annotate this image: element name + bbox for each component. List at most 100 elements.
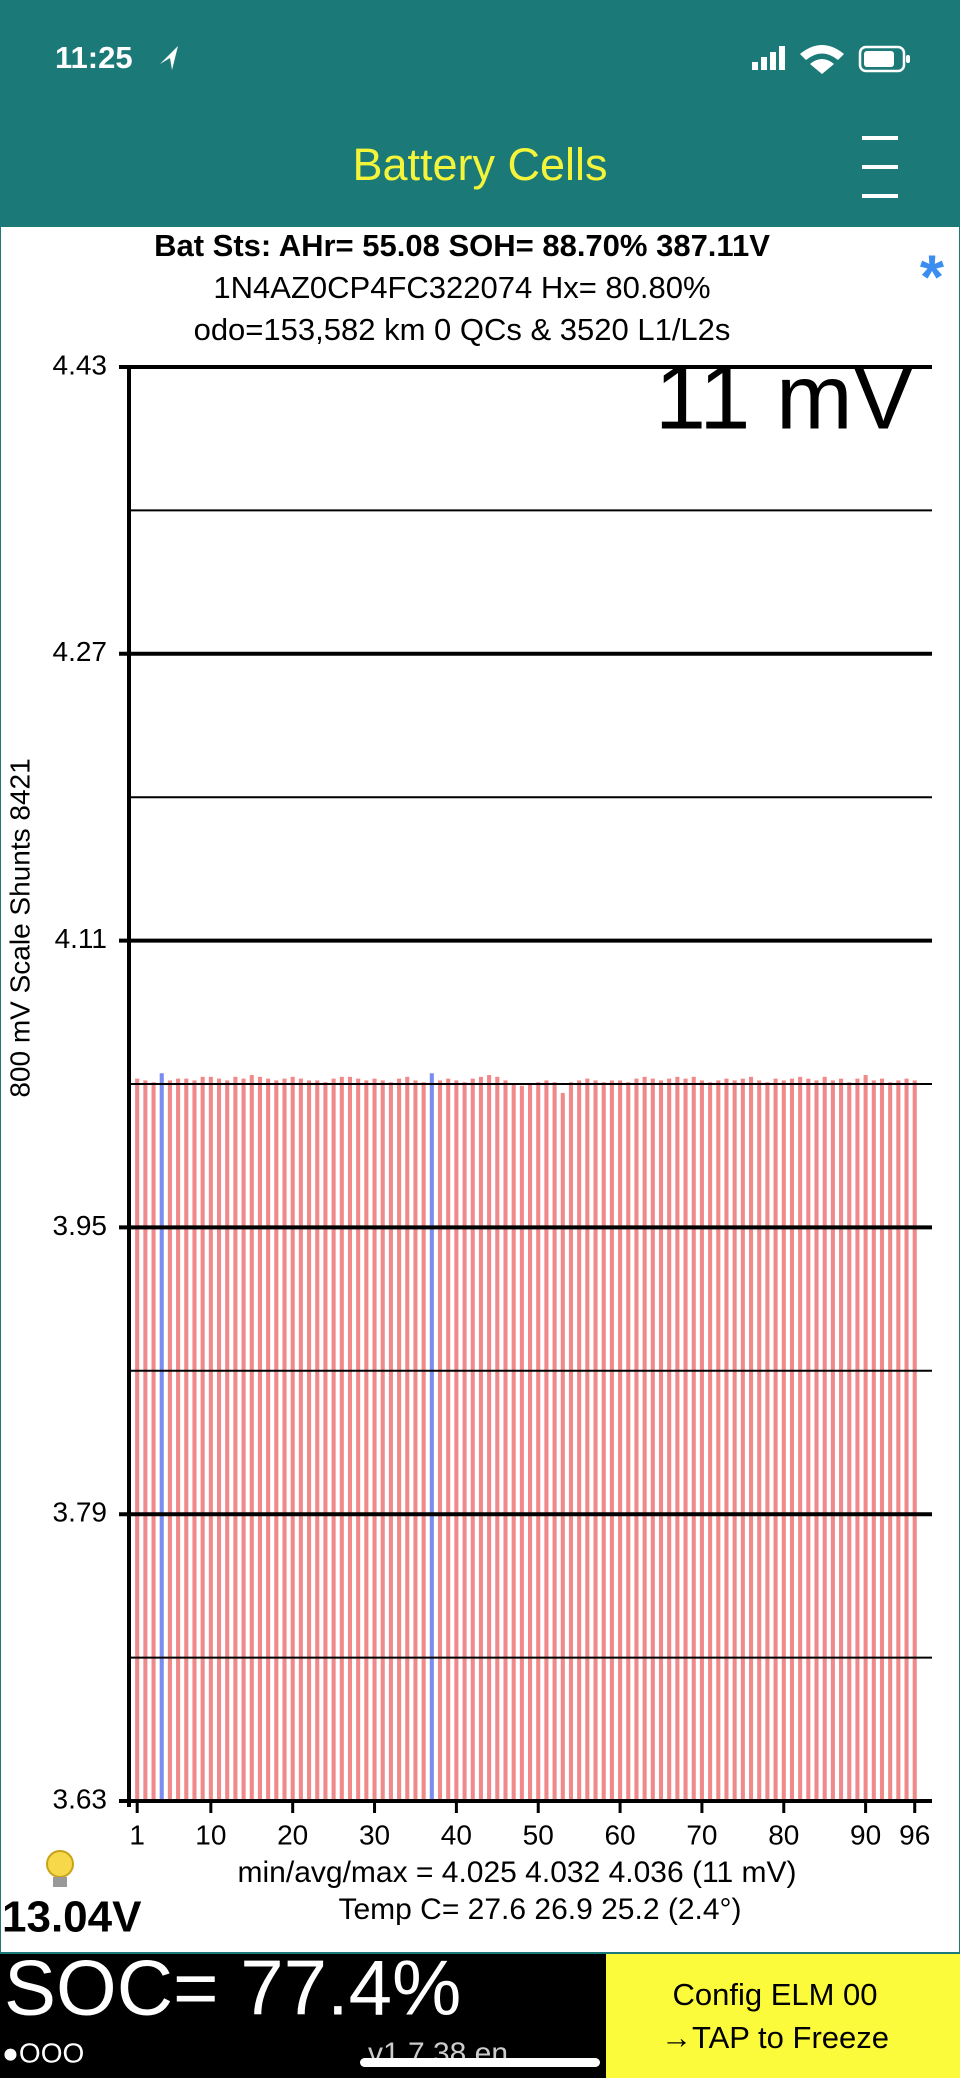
- freeze-button[interactable]: [606, 1954, 960, 2078]
- cell-bar: [675, 1076, 680, 1801]
- x-tick-label: 60: [604, 1819, 635, 1850]
- cell-bar: [323, 1082, 328, 1801]
- cell-bar: [192, 1080, 197, 1801]
- info-line: 1N4AZ0CP4FC322074 Hx= 80.80%: [213, 270, 710, 305]
- cell-bar: [143, 1080, 148, 1801]
- cell-bar: [839, 1078, 844, 1801]
- cell-bar: [429, 1073, 434, 1801]
- cell-bar: [847, 1082, 852, 1801]
- cell-bar: [888, 1082, 893, 1801]
- cell-bar: [716, 1080, 721, 1801]
- cell-bar: [896, 1080, 901, 1801]
- scale-label: 11 mV: [655, 346, 914, 448]
- cell-bar: [478, 1076, 483, 1801]
- cell-bar: [879, 1078, 885, 1801]
- cell-bar: [249, 1075, 254, 1801]
- connection-marker[interactable]: *: [920, 243, 945, 312]
- cell-bar: [339, 1076, 344, 1801]
- status-time: 11:25: [55, 40, 133, 75]
- wifi-icon: [800, 45, 844, 74]
- cell-bar: [364, 1080, 369, 1801]
- cell-bar: [487, 1075, 492, 1801]
- cell-bar: [757, 1080, 762, 1801]
- cell-bar: [167, 1080, 172, 1801]
- cell-bar: [568, 1082, 574, 1801]
- cell-bar: [184, 1078, 189, 1801]
- cell-bar: [708, 1082, 713, 1801]
- cell-bar: [135, 1078, 140, 1801]
- cell-bar: [388, 1082, 393, 1801]
- cell-bar: [544, 1080, 549, 1801]
- app-bar: [0, 0, 960, 226]
- y-tick-label: 4.11: [55, 923, 107, 954]
- cell-bar: [266, 1078, 271, 1801]
- cell-bar: [634, 1078, 639, 1801]
- cell-bar: [724, 1078, 729, 1801]
- cell-bar: [798, 1076, 803, 1801]
- cell-bar: [397, 1078, 402, 1801]
- cell-bar: [347, 1076, 353, 1801]
- cell-bar: [904, 1078, 909, 1801]
- cell-bar: [609, 1080, 614, 1801]
- cell-bar: [151, 1082, 156, 1801]
- x-tick-label: 10: [195, 1819, 226, 1850]
- y-tick-label: 3.95: [53, 1210, 108, 1241]
- cell-bar: [208, 1076, 213, 1801]
- cell-bar: [413, 1080, 418, 1801]
- bulb-icon[interactable]: [46, 1850, 74, 1887]
- cell-bar: [814, 1080, 819, 1801]
- y-tick-label: 4.27: [53, 636, 108, 667]
- y-tick-label: 3.79: [53, 1497, 108, 1528]
- signal-icon: [752, 46, 785, 70]
- cell-bar: [437, 1080, 443, 1801]
- x-tick-label: 20: [277, 1819, 308, 1850]
- x-tick-label: 70: [686, 1819, 717, 1850]
- cell-bar: [732, 1080, 737, 1801]
- cell-bar: [699, 1080, 704, 1801]
- x-tick-label: 90: [850, 1819, 881, 1850]
- cell-bar: [658, 1080, 664, 1801]
- aux-voltage: 13.04V: [2, 1893, 142, 1942]
- cell-bar: [626, 1082, 631, 1801]
- menu-button[interactable]: [862, 136, 898, 198]
- cell-bar: [781, 1080, 786, 1801]
- cell-bar: [560, 1092, 565, 1801]
- cell-bar: [454, 1080, 459, 1801]
- config-label[interactable]: Config ELM 00: [672, 1977, 877, 2012]
- cell-bar: [577, 1080, 582, 1801]
- cell-bar: [618, 1080, 623, 1801]
- info-line: Bat Sts: AHr= 55.08 SOH= 88.70% 387.11V: [154, 228, 770, 263]
- cell-bar: [667, 1078, 672, 1801]
- soc-panel: [0, 1954, 606, 2078]
- cell-bar: [601, 1082, 606, 1801]
- cell-bar: [593, 1080, 598, 1801]
- tap-label[interactable]: →TAP to Freeze: [661, 2020, 889, 2055]
- cell-bar: [216, 1078, 222, 1801]
- cell-bar: [462, 1082, 467, 1801]
- y-axis-label: 800 mV Scale Shunts 8421: [4, 758, 35, 1097]
- cell-bar: [356, 1078, 361, 1801]
- cell-bar: [822, 1076, 827, 1801]
- cell-bar: [912, 1080, 917, 1801]
- x-tick-label: 80: [768, 1819, 799, 1850]
- cell-bar: [282, 1078, 287, 1801]
- cell-bar: [200, 1076, 205, 1801]
- cell-bar: [765, 1082, 770, 1801]
- soc: SOC= 77.4%: [4, 1944, 461, 2032]
- cell-bar: [748, 1076, 754, 1801]
- cell-bar: [470, 1078, 475, 1801]
- page-dots: ●OOO: [2, 2037, 84, 2068]
- cell-bar: [331, 1078, 336, 1801]
- cell-bar: [495, 1076, 500, 1801]
- y-tick-label: 4.43: [53, 349, 108, 380]
- cell-bar: [380, 1080, 385, 1801]
- cell-bar: [421, 1082, 426, 1801]
- screen-title: Battery Cells: [352, 139, 607, 190]
- x-tick-label: 40: [441, 1819, 472, 1850]
- y-tick-label: 3.63: [53, 1783, 108, 1814]
- cell-bar: [257, 1076, 262, 1801]
- cell-bar: [315, 1080, 320, 1801]
- temp-stats: Temp C= 27.6 26.9 25.2 (2.4°): [338, 1893, 741, 1926]
- home-indicator: [360, 2058, 600, 2067]
- plot: 3.63 3.79 3.95 4.11 4.27 4.43 1 10 20 30 40 50 60 70 8…: [53, 349, 932, 1850]
